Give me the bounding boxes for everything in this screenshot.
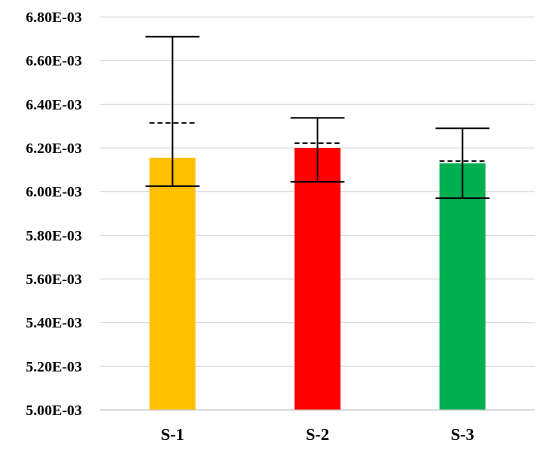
- y-tick-label: 6.20E-03: [26, 141, 82, 157]
- y-tick-label: 6.00E-03: [26, 185, 82, 201]
- y-tick-label: 6.80E-03: [26, 10, 82, 26]
- bar-s-3: [439, 163, 486, 410]
- bar-s-2: [294, 148, 341, 410]
- y-tick-label: 6.40E-03: [26, 97, 82, 113]
- y-axis-tick-labels: 5.00E-03 5.20E-03 5.40E-03 5.60E-03 5.80E-03…: [26, 10, 82, 419]
- x-category-label: S-1: [161, 425, 185, 444]
- bar-s-1: [149, 157, 196, 410]
- y-tick-label: 5.40E-03: [26, 316, 82, 332]
- bars: [149, 148, 486, 410]
- y-tick-label: 5.80E-03: [26, 228, 82, 244]
- y-tick-label: 5.20E-03: [26, 359, 82, 375]
- x-category-label: S-3: [451, 425, 475, 444]
- y-tick-label: 5.60E-03: [26, 272, 82, 288]
- y-tick-label: 6.60E-03: [26, 54, 82, 70]
- y-tick-label: 5.00E-03: [26, 403, 82, 419]
- x-axis-category-labels: S-1 S-2 S-3: [161, 425, 475, 444]
- error-bars: [145, 35, 490, 200]
- x-category-label: S-2: [306, 425, 330, 444]
